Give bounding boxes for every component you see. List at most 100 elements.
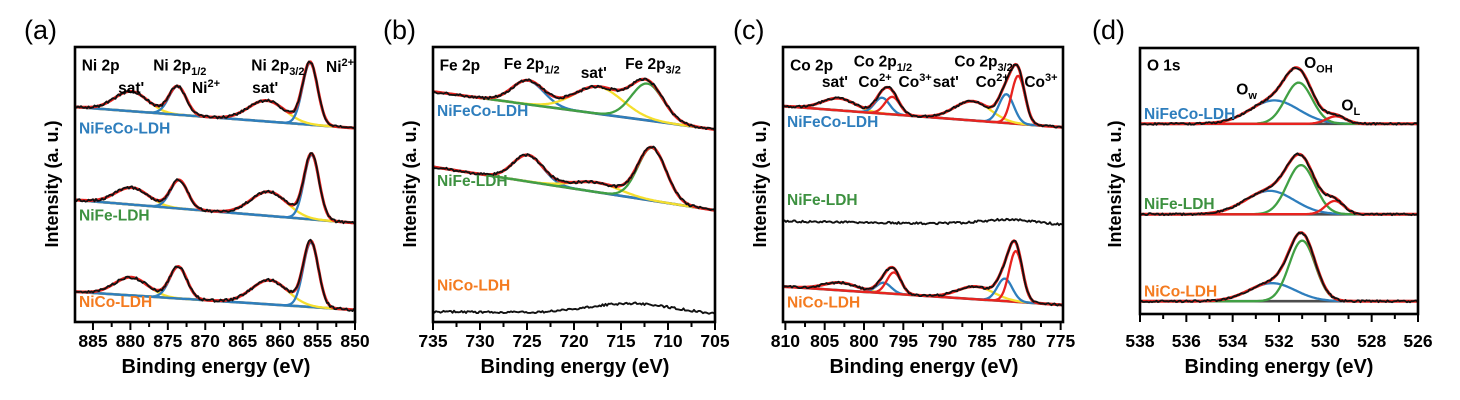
raw-data-curve: [783, 239, 1063, 307]
tick-label: 880: [116, 331, 145, 351]
tick-label: 530: [1311, 331, 1340, 351]
peak-annotation: Co 2p3/2: [954, 53, 1012, 74]
tick-label: 735: [418, 331, 447, 351]
peak-annotation: O 1s: [1147, 58, 1181, 75]
peak-annotation: Ni2+: [192, 78, 220, 97]
peak-annotation: Ni2+: [326, 57, 354, 76]
y-axis-label-b: Intensity (a. u.): [400, 120, 420, 248]
peak-annotation: Fe 2p: [440, 57, 480, 74]
tick-label: 805: [810, 331, 839, 351]
tick-label: 775: [1046, 331, 1075, 351]
panel-letter-c: (c): [733, 15, 765, 45]
plot-area: [1140, 66, 1418, 304]
x-axis-label-c: Binding energy (eV): [829, 356, 1019, 378]
peak-annotation: Co2+: [858, 72, 891, 91]
raw-data-curve: [75, 60, 355, 129]
raw-data-curve: [433, 145, 715, 212]
raw-data-curve: [783, 217, 1063, 227]
trace-label: NiFeCo-LDH: [1144, 106, 1235, 123]
tick-label: 705: [700, 331, 729, 351]
peak-annotation: Co 2p: [790, 57, 833, 74]
trace-label: NiFe-LDH: [787, 192, 858, 209]
plot-area: [75, 60, 355, 312]
peak-annotation: OL: [1341, 98, 1360, 119]
tick-label: 850: [340, 331, 369, 351]
peak-annotation: Ni 2p3/2: [251, 57, 304, 78]
tick-label: 725: [512, 331, 541, 351]
peak-annotation: sat': [822, 74, 848, 91]
trace-label: NiFe-LDH: [79, 207, 150, 224]
raw-data-curve: [783, 63, 1063, 129]
raw-data-curve: [75, 238, 355, 312]
tick-label: 875: [153, 331, 182, 351]
panel-border: [73, 45, 357, 324]
x-axis-label-a: Binding energy (eV): [121, 356, 311, 378]
tick-label: 780: [1007, 331, 1036, 351]
raw-data-curve: [75, 152, 355, 225]
tick-label: 538: [1125, 331, 1154, 351]
tick-label: 534: [1218, 331, 1247, 351]
raw-data-curve: [1140, 231, 1418, 304]
tick-label: 715: [606, 331, 635, 351]
tick-label: 720: [559, 331, 588, 351]
tick-label: 870: [191, 331, 220, 351]
plot-area: [783, 62, 1063, 307]
tick-label: 730: [465, 331, 494, 351]
y-axis-label-a: Intensity (a. u.): [42, 120, 62, 248]
trace-label: NiCo-LDH: [79, 294, 152, 311]
peak-annotation: Fe 2p3/2: [625, 56, 681, 77]
x-axis-label-d: Binding energy (eV): [1184, 356, 1374, 378]
raw-data-curve: [1140, 152, 1418, 217]
raw-data-curve: [433, 77, 715, 131]
tick-label: 855: [303, 331, 332, 351]
peak-annotation: Ni 2p: [82, 57, 120, 74]
peak-annotation: Co 2p1/2: [854, 53, 912, 74]
peak-annotation: Fe 2p1/2: [504, 56, 560, 77]
panel-d: NiFeCo-LDH NiFe-LDH NiCo-LDH 538 536 534 532 53…: [1125, 46, 1433, 351]
peak-annotation: OOH: [1304, 55, 1333, 76]
tick-label: 865: [228, 331, 257, 351]
panel-a: NiFeCo-LDH NiFe-LDH NiCo-LDH 885 880 875 870 86…: [73, 45, 370, 351]
y-axis-label-c: Intensity (a. u.): [750, 120, 770, 248]
tick-label: 785: [967, 331, 996, 351]
tick-label: 810: [771, 331, 800, 351]
peak-annotation: Ow: [1236, 82, 1257, 103]
trace-label: NiCo-LDH: [787, 295, 860, 312]
peak-annotation: Ni 2p1/2: [153, 57, 206, 78]
trace-label: NiCo-LDH: [1144, 284, 1217, 301]
panel-letter-a: (a): [24, 15, 57, 45]
tick-label: 795: [889, 331, 918, 351]
tick-label: 528: [1357, 331, 1386, 351]
trace-label: NiFe-LDH: [1144, 196, 1215, 213]
tick-label: 885: [78, 331, 107, 351]
tick-label: 536: [1172, 331, 1201, 351]
raw-data-curve: [433, 301, 715, 315]
panel-letter-b: (b): [383, 15, 416, 45]
panel-letter-d: (d): [1092, 15, 1125, 45]
panel-c: NiFeCo-LDH NiFe-LDH NiCo-LDH 810 805 800 795 79…: [771, 45, 1076, 351]
peak-annotation: sat': [118, 80, 144, 97]
plot-area: [433, 77, 715, 315]
trace-label: NiFeCo-LDH: [787, 114, 878, 131]
peak-annotation: Co3+: [899, 72, 932, 91]
tick-label: 710: [653, 331, 682, 351]
trace-label: NiFeCo-LDH: [437, 103, 528, 120]
tick-label: 800: [849, 331, 878, 351]
x-axis-label-b: Binding energy (eV): [480, 356, 670, 378]
peak-annotation: Co2+: [976, 72, 1009, 91]
trace-label: NiFe-LDH: [437, 173, 508, 190]
panel-b: NiFeCo-LDH NiFe-LDH NiCo-LDH 735 730 725 720 71…: [418, 45, 730, 351]
peak-annotation: sat': [252, 80, 278, 97]
tick-label: 532: [1264, 331, 1293, 351]
trace-label: NiCo-LDH: [437, 277, 510, 294]
trace-label: NiFeCo-LDH: [79, 121, 170, 138]
peak-annotation: sat': [581, 65, 607, 82]
tick-label: 790: [928, 331, 957, 351]
tick-label: 526: [1403, 331, 1432, 351]
peak-annotation: sat': [933, 74, 959, 91]
raw-data-curve: [1140, 66, 1418, 126]
y-axis-label-d: Intensity (a. u.): [1105, 120, 1125, 248]
tick-label: 860: [266, 331, 295, 351]
